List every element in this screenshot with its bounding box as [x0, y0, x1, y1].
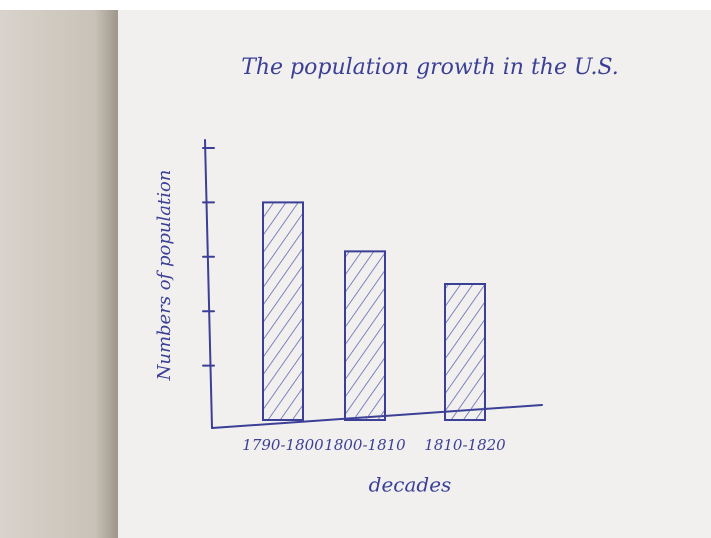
- book-edge: [0, 0, 118, 538]
- bar: [344, 250, 386, 421]
- bar: [262, 201, 304, 421]
- x-axis-label: decades: [369, 473, 452, 497]
- top-border: [0, 0, 711, 10]
- x-tick-label: 1810-1820: [424, 436, 506, 454]
- x-tick-label: 1800-1810: [324, 436, 406, 454]
- chart-title: The population growth in the U.S.: [241, 55, 619, 80]
- y-axis: [204, 139, 213, 429]
- y-axis-label: Numbers of population: [154, 170, 175, 382]
- x-tick-label: 1790-1800: [242, 436, 324, 454]
- bar: [444, 283, 486, 421]
